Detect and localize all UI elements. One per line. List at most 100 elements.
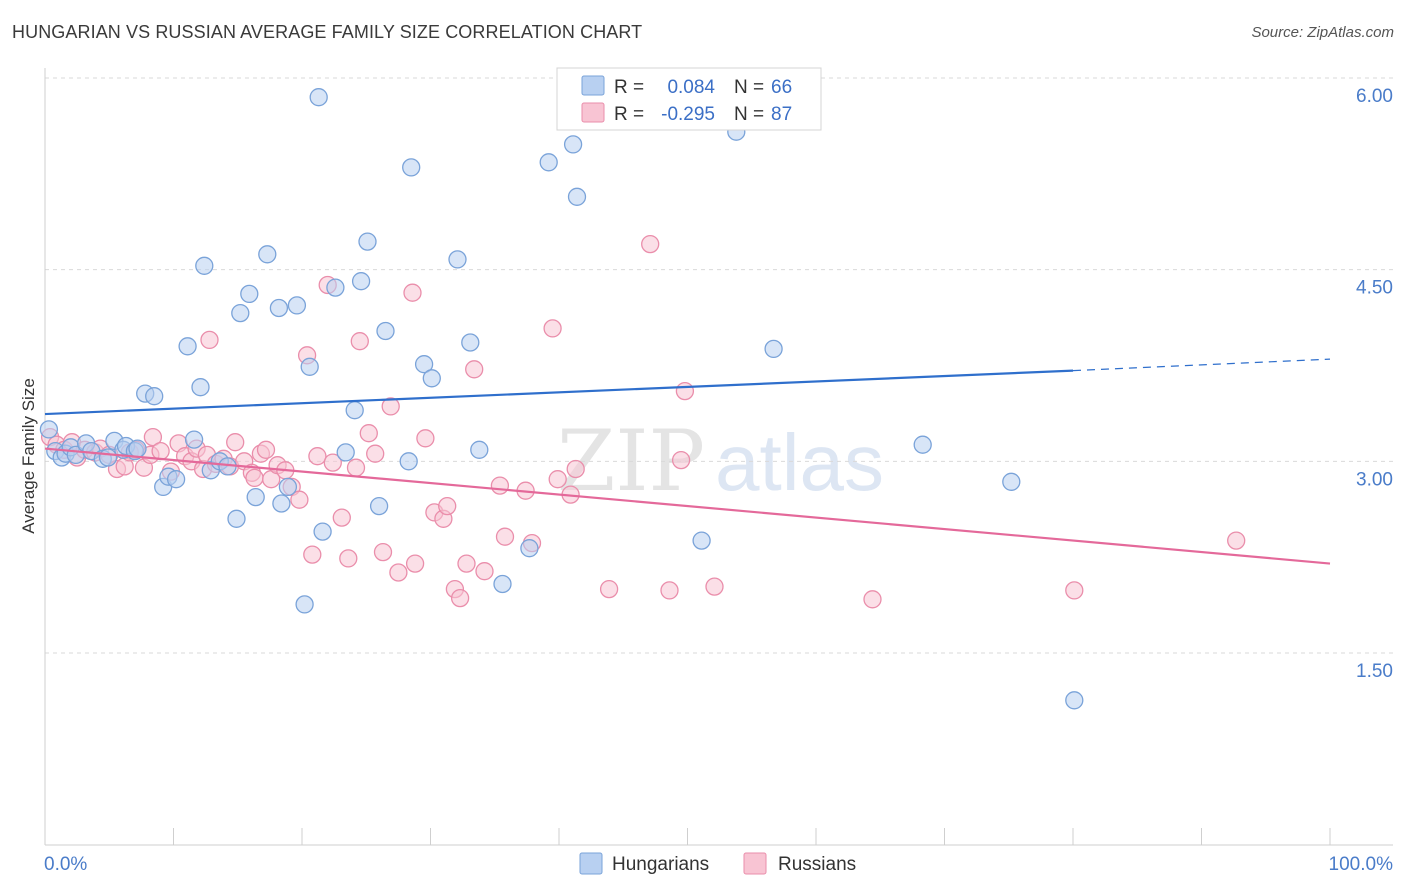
source-label: Source: ZipAtlas.com bbox=[1251, 24, 1394, 41]
point-hungarians-33 bbox=[272, 494, 291, 513]
point-hungarians-21 bbox=[184, 430, 204, 449]
point-hungarians-36 bbox=[295, 595, 314, 614]
point-russians-61 bbox=[457, 554, 476, 573]
point-russians-80 bbox=[1227, 531, 1246, 550]
trendline-russians bbox=[44, 447, 1331, 565]
point-russians-78 bbox=[863, 590, 882, 609]
point-hungarians-52 bbox=[461, 333, 480, 352]
point-hungarians-19 bbox=[166, 470, 186, 489]
legend-n-value-2: 87 bbox=[771, 104, 792, 125]
axes bbox=[44, 68, 1393, 846]
trendlines bbox=[44, 358, 1331, 565]
y-tick-label-2: 4.50 bbox=[1356, 278, 1393, 299]
bottom-legend-swatch-hungarians bbox=[579, 852, 603, 875]
point-russians-44 bbox=[332, 508, 351, 527]
point-russians-79 bbox=[1065, 581, 1084, 600]
point-hungarians-50 bbox=[422, 369, 441, 388]
point-hungarians-42 bbox=[345, 401, 364, 420]
point-russians-53 bbox=[403, 283, 422, 302]
x-tick-max: 100.0% bbox=[1329, 854, 1394, 875]
point-hungarians-32 bbox=[269, 298, 289, 318]
point-russians-76 bbox=[675, 381, 695, 401]
point-hungarians-44 bbox=[358, 232, 377, 251]
legend-r-value-1: 0.084 bbox=[667, 77, 715, 98]
point-hungarians-29 bbox=[240, 284, 259, 304]
trendline-hungarians-extension bbox=[1072, 358, 1331, 372]
point-russians-62 bbox=[465, 360, 484, 379]
legend-n-label-1: N = bbox=[734, 77, 764, 98]
point-russians-33 bbox=[256, 440, 276, 459]
bottom-legend-swatch-russians bbox=[743, 852, 767, 875]
point-russians-31 bbox=[245, 468, 264, 488]
point-russians-65 bbox=[495, 527, 515, 546]
point-hungarians-39 bbox=[313, 522, 332, 541]
point-hungarians-9 bbox=[98, 448, 118, 467]
point-russians-41 bbox=[308, 447, 327, 466]
point-hungarians-64 bbox=[1065, 691, 1084, 710]
point-hungarians-54 bbox=[493, 574, 512, 594]
point-hungarians-14 bbox=[128, 439, 147, 458]
point-hungarians-56 bbox=[539, 153, 558, 172]
point-russians-73 bbox=[641, 234, 660, 254]
point-hungarians-23 bbox=[195, 256, 214, 275]
point-russians-74 bbox=[660, 581, 679, 600]
point-hungarians-31 bbox=[258, 245, 277, 264]
point-hungarians-49 bbox=[414, 355, 434, 374]
point-hungarians-30 bbox=[246, 487, 265, 507]
point-russians-38 bbox=[290, 490, 309, 509]
point-hungarians-62 bbox=[913, 435, 932, 454]
trendline-hungarians bbox=[44, 369, 1074, 416]
legend-n-value-1: 66 bbox=[771, 77, 792, 98]
point-russians-51 bbox=[381, 397, 400, 416]
y-tick-label-3: 6.00 bbox=[1356, 86, 1393, 107]
legend-swatch-russians bbox=[581, 102, 605, 123]
point-russians-60 bbox=[450, 588, 470, 608]
point-hungarians-34 bbox=[278, 477, 298, 497]
point-russians-64 bbox=[490, 476, 510, 495]
point-russians-43 bbox=[323, 453, 342, 472]
point-russians-16 bbox=[151, 441, 170, 461]
series-legend: Hungarians Russians bbox=[579, 852, 856, 875]
point-hungarians-51 bbox=[448, 250, 467, 269]
point-russians-71 bbox=[566, 459, 585, 479]
legend-n-label-2: N = bbox=[734, 104, 764, 125]
bottom-legend-hungarians: Hungarians bbox=[612, 854, 709, 875]
y-tick-label-0: 1.50 bbox=[1356, 661, 1393, 682]
y-tick-labels: 1.50 3.00 4.50 6.00 bbox=[1356, 86, 1393, 682]
point-hungarians-38 bbox=[309, 88, 328, 107]
point-russians-15 bbox=[143, 427, 163, 447]
point-hungarians-43 bbox=[351, 272, 371, 291]
point-russians-75 bbox=[671, 450, 691, 470]
point-russians-58 bbox=[438, 496, 457, 516]
point-hungarians-57 bbox=[563, 135, 583, 154]
point-hungarians-53 bbox=[470, 440, 489, 459]
point-hungarians-63 bbox=[1002, 472, 1021, 491]
point-russians-46 bbox=[346, 458, 366, 477]
point-hungarians-35 bbox=[287, 296, 307, 315]
point-hungarians-27 bbox=[227, 509, 246, 528]
point-hungarians-47 bbox=[399, 452, 418, 471]
point-hungarians-22 bbox=[191, 378, 210, 397]
point-hungarians-40 bbox=[326, 278, 345, 297]
point-russians-54 bbox=[405, 554, 425, 573]
point-russians-72 bbox=[599, 579, 619, 599]
point-russians-28 bbox=[226, 433, 245, 452]
stats-legend: R = 0.084 N = 66 R = -0.295 N = 87 bbox=[556, 67, 822, 131]
point-hungarians-0 bbox=[39, 420, 59, 439]
point-hungarians-41 bbox=[336, 443, 355, 462]
point-russians-40 bbox=[303, 545, 322, 564]
point-hungarians-28 bbox=[231, 303, 250, 323]
y-tick-label-1: 3.00 bbox=[1356, 469, 1393, 490]
point-hungarians-46 bbox=[376, 321, 395, 341]
point-russians-55 bbox=[416, 429, 435, 448]
watermark-atlas: atlas bbox=[715, 418, 884, 507]
point-russians-24 bbox=[200, 330, 219, 350]
point-russians-68 bbox=[543, 319, 562, 338]
legend-r-label-2: R = bbox=[614, 104, 644, 125]
point-russians-50 bbox=[373, 542, 393, 562]
legend-r-value-2: -0.295 bbox=[661, 104, 715, 125]
point-hungarians-55 bbox=[520, 539, 539, 558]
point-hungarians-59 bbox=[692, 531, 711, 550]
point-russians-63 bbox=[475, 562, 494, 581]
